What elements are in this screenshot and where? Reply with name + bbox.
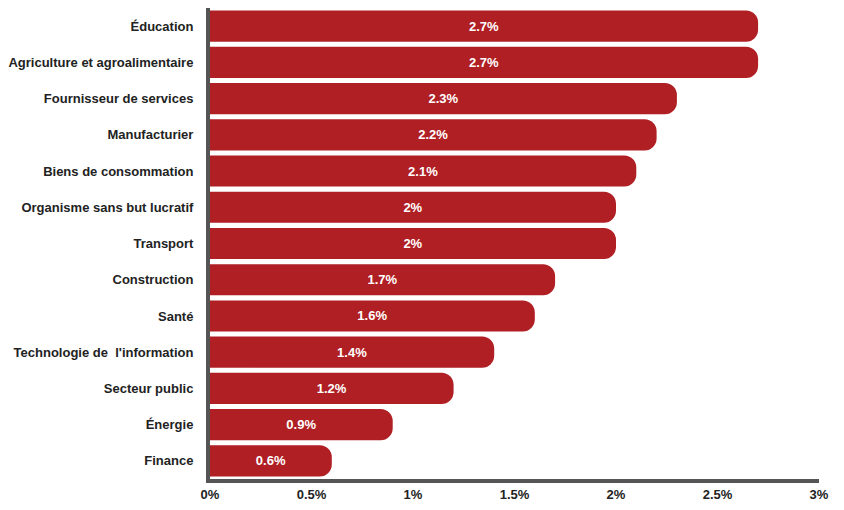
svg-text:2.7%: 2.7% (469, 19, 499, 34)
svg-text:Secteur public: Secteur public (104, 381, 194, 396)
svg-text:1.7%: 1.7% (368, 272, 398, 287)
svg-text:0.6%: 0.6% (256, 453, 286, 468)
svg-text:2.5%: 2.5% (703, 487, 733, 502)
svg-text:0%: 0% (201, 487, 220, 502)
svg-text:1.6%: 1.6% (357, 308, 387, 323)
svg-text:0.9%: 0.9% (286, 417, 316, 432)
svg-text:2.7%: 2.7% (469, 55, 499, 70)
svg-text:3%: 3% (810, 487, 829, 502)
svg-text:2%: 2% (403, 200, 422, 215)
svg-text:Agriculture et agroalimentaire: Agriculture et agroalimentaire (8, 55, 193, 70)
svg-text:2%: 2% (607, 487, 626, 502)
svg-text:2.3%: 2.3% (428, 91, 458, 106)
svg-text:1.4%: 1.4% (337, 345, 367, 360)
svg-text:Transport: Transport (133, 236, 194, 251)
svg-text:Construction: Construction (113, 272, 194, 287)
svg-text:1%: 1% (404, 487, 423, 502)
svg-text:Énergie: Énergie (146, 417, 194, 432)
svg-text:1.2%: 1.2% (317, 381, 347, 396)
svg-text:2.1%: 2.1% (408, 164, 438, 179)
svg-text:2.2%: 2.2% (418, 127, 448, 142)
svg-text:Manufacturier: Manufacturier (107, 127, 193, 142)
svg-text:Finance: Finance (144, 453, 193, 468)
svg-text:Technologie de l'information: Technologie de l'information (14, 345, 194, 360)
svg-text:Fournisseur de services: Fournisseur de services (44, 91, 194, 106)
svg-text:0.5%: 0.5% (297, 487, 327, 502)
svg-text:Biens de consommation: Biens de consommation (43, 164, 193, 179)
svg-text:1.5%: 1.5% (500, 487, 530, 502)
svg-text:Éducation: Éducation (131, 19, 194, 34)
svg-text:2%: 2% (403, 236, 422, 251)
svg-text:Organisme sans but lucratif: Organisme sans but lucratif (21, 200, 194, 215)
svg-text:Santé: Santé (158, 309, 193, 324)
